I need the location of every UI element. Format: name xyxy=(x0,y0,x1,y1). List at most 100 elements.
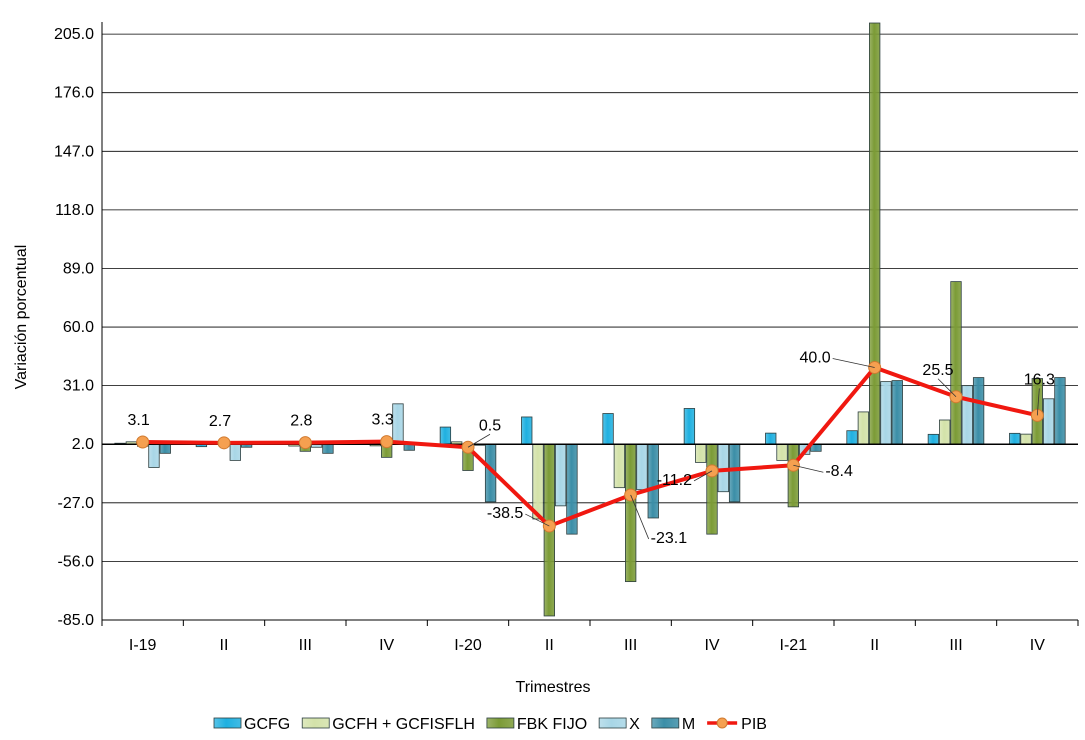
legend-label: FBK FIJO xyxy=(517,716,587,733)
point-pib xyxy=(380,435,394,449)
y-tick-label: 118.0 xyxy=(55,202,94,219)
legend-label: GCFH + GCFISFLH xyxy=(332,716,475,733)
data-label-pib: 16.3 xyxy=(1024,371,1055,388)
x-tick-label: IV xyxy=(379,637,394,654)
legend-label: GCFG xyxy=(244,716,290,733)
bar-x xyxy=(392,403,404,445)
leader-line xyxy=(630,494,650,540)
y-tick-label: 89.0 xyxy=(63,260,94,277)
bar-m xyxy=(972,377,985,445)
legend: GCFG GCFH + GCFISFLH FBK FIJO X M PIB xyxy=(213,716,767,733)
bar-fbk-fijo xyxy=(625,443,637,583)
x-tick-label: II xyxy=(545,637,554,654)
y-tick-label: 60.0 xyxy=(63,319,94,336)
legend-label: M xyxy=(682,716,695,733)
leader-line xyxy=(832,358,875,368)
data-label-pib: -38.5 xyxy=(487,505,524,522)
data-label-pib: -23.1 xyxy=(651,530,688,547)
bar-m xyxy=(159,443,171,454)
bar-x xyxy=(229,443,241,461)
data-label-pib: 40.0 xyxy=(800,349,831,366)
x-tick-label: I-20 xyxy=(454,637,482,654)
data-label-pib: 2.7 xyxy=(209,413,231,430)
y-tick-label: -85.0 xyxy=(58,612,95,629)
bar-m xyxy=(891,380,903,445)
y-tick-label: 147.0 xyxy=(54,143,94,160)
bar-m xyxy=(728,443,741,503)
x-tick-label: II xyxy=(220,637,229,654)
bar-fbk-fijo xyxy=(706,443,718,535)
bar-gcfh-gcfisflh xyxy=(695,443,707,463)
legend-swatch xyxy=(213,717,242,729)
bar-gcfh-gcfisflh xyxy=(532,443,544,520)
bar-x xyxy=(554,443,567,507)
leader-line xyxy=(1036,388,1040,416)
legend-swatch xyxy=(598,717,627,729)
bar-gcfh-gcfisflh xyxy=(613,443,626,489)
bar-gcfg xyxy=(521,416,533,445)
bar-x xyxy=(148,443,160,468)
leader-line xyxy=(693,470,713,482)
legend-swatch xyxy=(651,717,680,729)
leader-line xyxy=(525,513,550,527)
y-tick-label: 205.0 xyxy=(54,26,94,43)
y-tick-label: -56.0 xyxy=(58,553,95,570)
y-tick-label: -27.0 xyxy=(58,495,95,512)
bar-fbk-fijo xyxy=(787,443,799,508)
bar-m xyxy=(322,443,334,454)
data-label-pib: 2.8 xyxy=(290,413,312,430)
bar-x xyxy=(961,385,973,445)
x-tick-label: I-19 xyxy=(129,637,157,654)
y-tick-label: 176.0 xyxy=(54,85,94,102)
point-pib xyxy=(136,435,150,449)
x-tick-label: I-21 xyxy=(780,637,808,654)
bar-gcfg xyxy=(927,433,940,445)
data-label-pib: 25.5 xyxy=(922,362,953,379)
grid-layer xyxy=(102,33,1078,621)
bar-gcfg xyxy=(765,432,777,445)
y-axis-title: Variación porcentual xyxy=(13,245,30,390)
bar-m xyxy=(1054,377,1066,445)
axis-layer: 205.0 176.0 147.0 118.0 89.0 60.0 31.0 2.0 -27.0… xyxy=(54,22,1079,654)
bar-gcfh-gcfisflh xyxy=(857,411,870,445)
x-tick-label: III xyxy=(949,637,962,654)
leader-line xyxy=(937,378,957,398)
legend-swatch xyxy=(301,717,330,729)
bar-x xyxy=(636,443,648,491)
y-tick-label: 2.0 xyxy=(72,436,94,453)
bar-gcfg xyxy=(1009,432,1021,445)
bar-gcfg xyxy=(439,426,452,445)
legend-swatch xyxy=(486,717,515,729)
bar-fbk-fijo xyxy=(869,22,881,445)
x-tick-label: II xyxy=(870,637,879,654)
data-label-pib: 3.3 xyxy=(372,412,394,429)
line-pib xyxy=(142,365,1038,529)
legend-label: PIB xyxy=(741,716,767,733)
bars-layer xyxy=(114,22,1066,617)
x-tick-label: III xyxy=(624,637,637,654)
point-pib xyxy=(217,436,231,450)
bar-gcfg xyxy=(683,408,696,445)
data-label-pib: -11.2 xyxy=(657,472,692,489)
bar-gcfh-gcfisflh xyxy=(776,443,788,461)
x-tick-label: IV xyxy=(1030,637,1045,654)
y-tick-label: 31.0 xyxy=(63,378,94,395)
bar-gcfh-gcfisflh xyxy=(939,419,951,445)
data-labels-layer: 3.1 2.7 2.8 3.3 0.5 -38.5 -23.1 -11.2 -8.4 40.0 25… xyxy=(128,349,1055,546)
point-pib xyxy=(298,436,312,450)
leader-line xyxy=(467,433,491,448)
bar-gcfg xyxy=(846,430,858,445)
line-layer xyxy=(136,360,1044,533)
bar-x xyxy=(880,381,892,445)
leader-line xyxy=(793,464,824,473)
bar-x xyxy=(1042,398,1055,445)
x-tick-label: III xyxy=(299,637,312,654)
legend-swatch-marker xyxy=(716,717,728,729)
x-axis-title: Trimestres xyxy=(516,679,591,696)
bar-gcfh-gcfisflh xyxy=(1020,433,1032,445)
data-label-pib: 0.5 xyxy=(479,417,501,434)
x-tick-label: IV xyxy=(704,637,719,654)
legend-label: X xyxy=(629,716,640,733)
